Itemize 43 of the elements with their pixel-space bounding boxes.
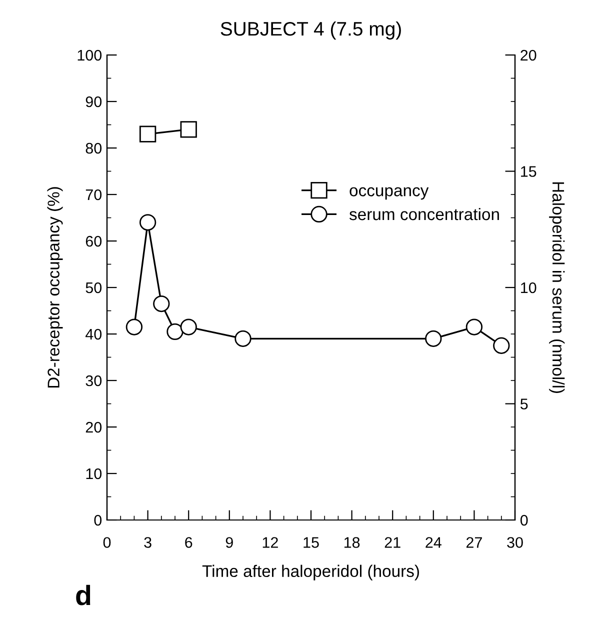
text: d — [76, 584, 90, 606]
x-tick-label: 24 — [426, 537, 442, 548]
y-tick-label: 30 — [86, 375, 102, 386]
x-tick-label: 12 — [262, 537, 278, 548]
legend-label: occupancy — [350, 187, 429, 200]
x-axis-title: Time after haloperidol (hours) — [202, 564, 419, 580]
y-tick-label: 60 — [86, 236, 102, 247]
y2-tick-label: 15 — [521, 166, 536, 177]
x-tick-label: 6 — [185, 537, 192, 548]
point — [493, 337, 510, 354]
y2-tick-label: 5 — [520, 398, 528, 410]
y2-tick-label: 20 — [520, 50, 536, 61]
point — [180, 318, 197, 336]
x-tick-label: 9 — [226, 537, 233, 548]
y-tick-label: 0 — [94, 514, 102, 526]
legend-label: serum concentration — [349, 208, 499, 220]
chart-title: SUBJECT 4 (7.5 mg) — [220, 21, 401, 40]
point — [153, 295, 170, 312]
x-tick-label: 30 — [507, 537, 523, 548]
y-tick-label: 70 — [86, 189, 102, 200]
point — [166, 323, 184, 340]
x-tick-label: 27 — [466, 537, 482, 548]
point — [425, 330, 442, 347]
point — [126, 318, 143, 336]
y-tick-label: 40 — [86, 328, 102, 340]
y-axis-title: D2-receptor occupancy (%) — [47, 187, 63, 388]
y2-tick-label: 10 — [521, 282, 536, 294]
y-tick-label: 90 — [86, 96, 102, 108]
x-tick-label: 3 — [144, 537, 152, 548]
y-tick-label: 20 — [86, 422, 102, 433]
y-tick-label: 10 — [86, 468, 102, 480]
x-tick-label: 21 — [384, 537, 400, 548]
point — [234, 330, 252, 347]
x-tick-label: 0 — [103, 537, 111, 548]
y2-tick-label: 0 — [520, 514, 528, 526]
y-tick-label: 80 — [86, 142, 102, 154]
x-tick-label: 15 — [304, 537, 319, 548]
x-tick-label: 18 — [344, 537, 360, 548]
y2-axis-title: Haloperidol in serum (nmol/l) — [549, 182, 565, 393]
point — [139, 214, 156, 231]
y-tick-label: 50 — [86, 282, 102, 294]
point — [466, 318, 483, 336]
y-tick-label: 100 — [78, 50, 102, 61]
